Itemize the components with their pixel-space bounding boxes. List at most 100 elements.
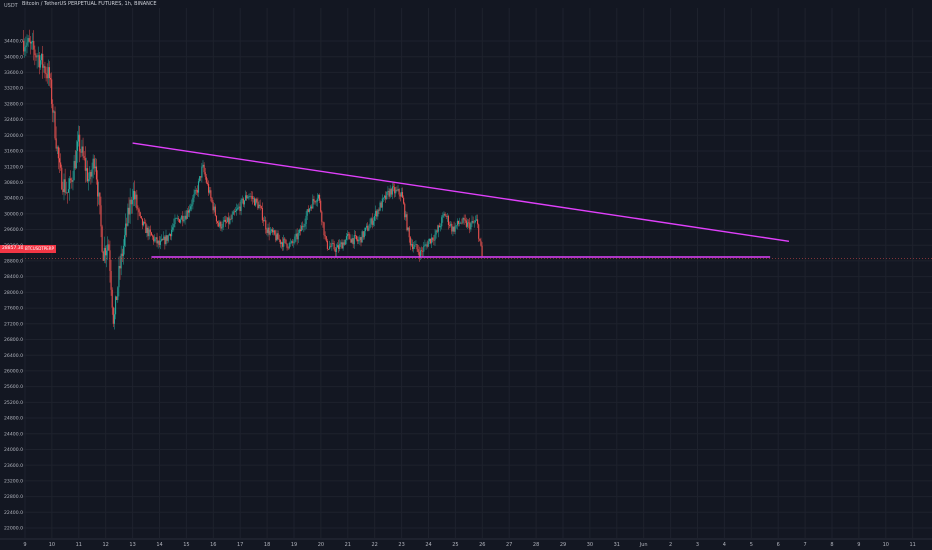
candle-body [332, 243, 334, 244]
candle-body [429, 238, 432, 244]
y-tick-label: 27200.0 [4, 321, 23, 327]
candle-body [255, 198, 257, 206]
candle-body [118, 265, 120, 288]
candle-body [324, 235, 326, 237]
candle-body [339, 243, 341, 249]
candle-body [456, 220, 458, 226]
candle-body [93, 158, 95, 169]
candle-body [94, 166, 96, 169]
candle-body [457, 220, 460, 224]
candle-body [472, 221, 474, 223]
candle-body [388, 190, 390, 197]
candle-body [450, 223, 452, 226]
candle-body [131, 199, 133, 205]
x-tick-label: 23 [398, 542, 404, 548]
candle-body [311, 206, 313, 209]
candle-body [23, 41, 25, 52]
candle-body [377, 209, 379, 217]
candle-body [178, 219, 181, 223]
x-tick-label: 17 [237, 542, 243, 548]
candle-body [242, 198, 244, 205]
x-tick-label: 11 [76, 542, 82, 548]
candle-body [144, 221, 146, 224]
candle-body [85, 168, 87, 171]
trendline-drawings[interactable] [22, 142, 932, 259]
candle-body [205, 176, 207, 183]
candle-body [317, 195, 319, 199]
candle-body [223, 219, 225, 222]
y-tick-label: 34000.0 [4, 54, 23, 60]
candle-body [180, 219, 182, 223]
y-tick-label: 22000.0 [4, 526, 23, 532]
candle-body [438, 225, 441, 228]
candle-body [375, 210, 377, 217]
candle-body [231, 214, 233, 220]
candle-body [443, 213, 445, 216]
candle-body [299, 229, 302, 232]
candle-body [480, 240, 482, 246]
candle-body [271, 229, 274, 233]
candle-body [54, 111, 56, 139]
candle-body [157, 240, 159, 244]
candle-body [53, 111, 55, 113]
candle-body [284, 238, 286, 240]
candle-body [412, 244, 414, 250]
candle-body [73, 160, 75, 181]
y-tick-label: 27600.0 [4, 306, 23, 312]
candle-body [247, 196, 249, 199]
candle-body [130, 199, 132, 205]
candle-body [315, 201, 317, 203]
candle-body [449, 224, 451, 226]
candle-body [140, 216, 142, 219]
candle-body [335, 247, 337, 252]
time-axis[interactable]: 9 10 11 12 13 14 15 16 17 18 19 20 21 22 23 24 25 26 27 28 2… [0, 538, 932, 548]
x-tick-label: 19 [291, 542, 297, 548]
x-tick-label: 9 [857, 542, 860, 548]
candle-body [139, 212, 141, 217]
candle-body [414, 244, 416, 247]
candle-body [225, 221, 228, 223]
candle-body [304, 223, 306, 227]
candle-body [274, 230, 276, 235]
y-tick-label: 22400.0 [4, 510, 23, 516]
candle-body [233, 211, 235, 213]
candle-body [192, 197, 194, 205]
candle-body [64, 179, 66, 193]
candle-body [428, 238, 430, 242]
candle-body [357, 239, 359, 242]
candle-body [359, 237, 361, 241]
candle-body [436, 230, 438, 232]
candle-body [191, 204, 193, 207]
x-tick-label: 6 [777, 542, 780, 548]
candle-body [333, 243, 335, 250]
candle-body [79, 134, 81, 152]
candle-body [376, 210, 378, 217]
candle-body [364, 227, 367, 232]
candle-body [434, 234, 436, 241]
y-tick-label: 32400.0 [4, 117, 23, 123]
x-tick-label: 13 [129, 542, 135, 548]
candle-body [423, 246, 425, 252]
candle-body [460, 222, 462, 224]
y-tick-label: 30400.0 [4, 196, 23, 202]
candle-body [230, 218, 232, 220]
candle-body [211, 197, 213, 202]
candle-body [121, 253, 123, 257]
candle-body [257, 201, 259, 209]
candle-body [410, 244, 413, 246]
candle-body [69, 178, 71, 190]
candle-body [147, 227, 149, 237]
candle-body [165, 235, 167, 245]
candle-body [378, 209, 380, 211]
candle-body [415, 244, 417, 245]
price-axis[interactable]: 34400.0 34000.0 33600.0 33200.0 32800.0 32400… [4, 39, 23, 532]
candle-body [80, 151, 82, 153]
candle-body [267, 227, 269, 233]
candle-body [98, 192, 100, 197]
candle-body [95, 166, 98, 180]
candle-body [24, 47, 26, 52]
y-tick-label: 28000.0 [4, 290, 23, 296]
descending-trendline [132, 142, 790, 242]
candle-body [83, 156, 85, 159]
